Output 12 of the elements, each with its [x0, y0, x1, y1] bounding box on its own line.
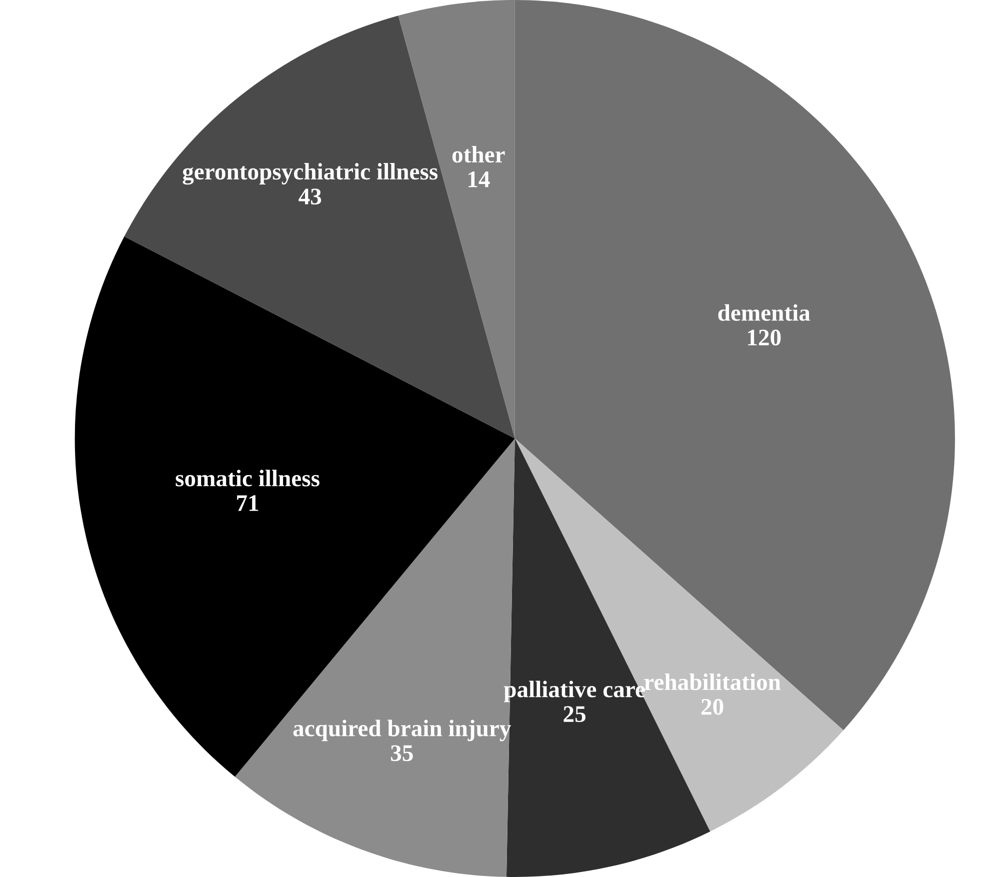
data-label: 120 — [748, 330, 781, 346]
data-label: 14 — [468, 172, 490, 188]
slice-label: other — [452, 146, 505, 163]
data-label: 43 — [298, 188, 322, 205]
slice-label: dementia — [718, 304, 810, 321]
data-label: 25 — [564, 706, 586, 722]
slice-label: rehabilitation — [644, 674, 781, 690]
data-label: 35 — [390, 745, 413, 762]
slice-label: gerontopsychiatric illness — [182, 163, 438, 185]
data-label: 71 — [237, 495, 258, 511]
data-label: 20 — [702, 698, 724, 715]
slice-label: somatic illness — [176, 470, 320, 486]
